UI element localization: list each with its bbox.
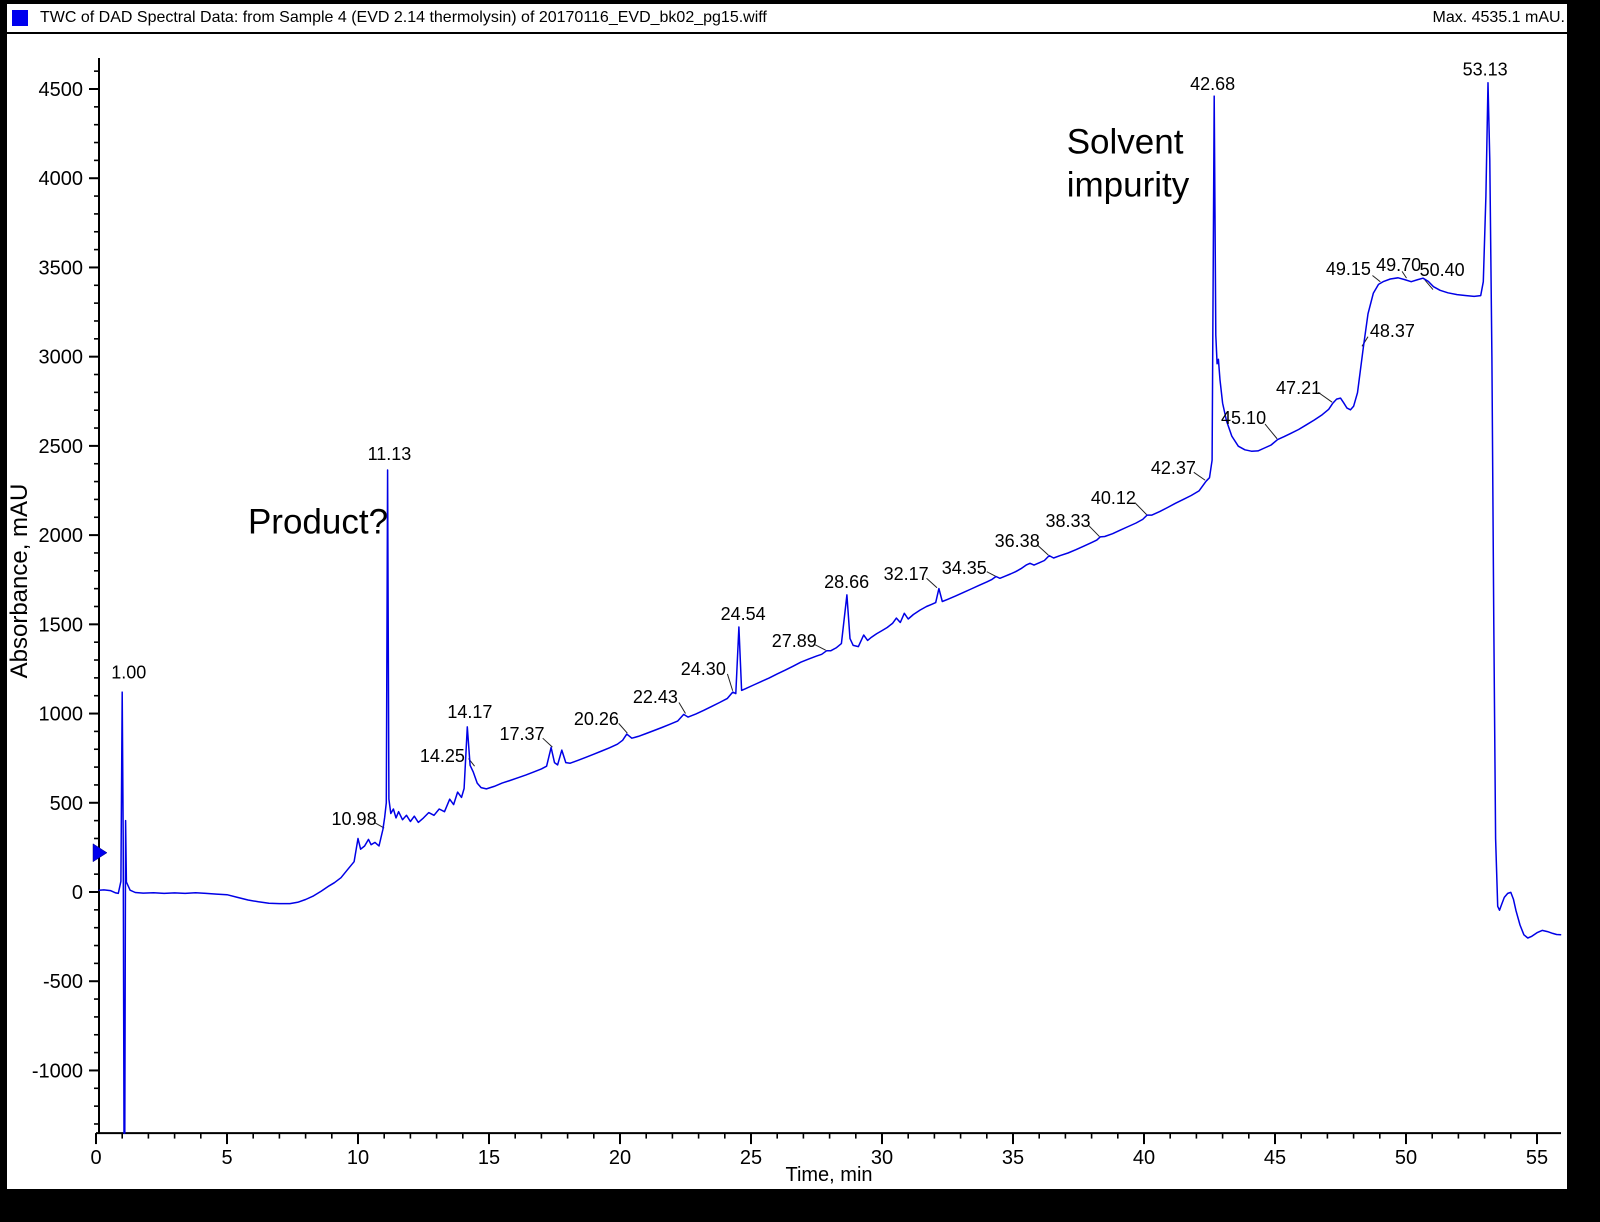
peak-label-45.10: 45.10 bbox=[1221, 408, 1266, 428]
leader-line-36.38 bbox=[1037, 545, 1049, 556]
peak-label-47.21: 47.21 bbox=[1276, 378, 1321, 398]
x-axis-title: Time, min bbox=[785, 1164, 872, 1186]
peak-label-42.68: 42.68 bbox=[1190, 74, 1235, 94]
peak-label-49.15: 49.15 bbox=[1326, 259, 1371, 279]
leader-line-27.89 bbox=[814, 644, 826, 651]
peak-label-32.17: 32.17 bbox=[884, 564, 929, 584]
leader-line-24.30 bbox=[726, 673, 734, 691]
peak-label-11.13: 11.13 bbox=[368, 444, 412, 464]
chromatogram-plot[interactable]: 0 5 10 15 20 25 30 35 40 45 50 55 4500 4000 3500 3000 25… bbox=[7, 35, 1567, 1189]
leader-line-47.21 bbox=[1317, 391, 1333, 403]
leader-line-42.37 bbox=[1193, 471, 1206, 481]
y-axis-title: Absorbance, mAU bbox=[7, 484, 33, 679]
x-tick-label-55: 55 bbox=[1526, 1147, 1548, 1169]
peak-label-42.37: 42.37 bbox=[1151, 458, 1196, 478]
annotation-solvent-impurity: Solvent impurity bbox=[1067, 123, 1190, 205]
peak-label-36.38: 36.38 bbox=[995, 531, 1040, 551]
peak-label-10.98: 10.98 bbox=[332, 809, 377, 829]
peak-label-48.37: 48.37 bbox=[1370, 321, 1415, 341]
max-value-label: Max. 4535.1 mAU. bbox=[1432, 9, 1566, 26]
annotation-solvent-impurity-line-1: Solvent bbox=[1067, 123, 1184, 162]
peak-label-24.30: 24.30 bbox=[681, 659, 726, 679]
pane-title-bar: TWC of DAD Spectral Data: from Sample 4 … bbox=[7, 4, 1567, 34]
leader-line-50.40 bbox=[1424, 279, 1434, 290]
y-tick-label-0: 0 bbox=[72, 882, 83, 904]
peak-label-24.54: 24.54 bbox=[721, 604, 766, 624]
x-tick-label-0: 0 bbox=[90, 1147, 101, 1169]
leader-line-20.26 bbox=[618, 723, 628, 734]
peak-label-49.70: 49.70 bbox=[1376, 255, 1421, 275]
y-tick-label-3500: 3500 bbox=[39, 257, 84, 279]
peak-label-22.43: 22.43 bbox=[633, 687, 678, 707]
peak-label-17.37: 17.37 bbox=[499, 724, 544, 744]
leader-line-38.33 bbox=[1088, 525, 1100, 537]
peak-label-14.25: 14.25 bbox=[420, 746, 465, 766]
window-content: TWC of DAD Spectral Data: from Sample 4 … bbox=[7, 4, 1567, 1189]
x-tick-label-40: 40 bbox=[1133, 1147, 1155, 1169]
peak-label-14.17: 14.17 bbox=[447, 702, 492, 722]
pane-title: TWC of DAD Spectral Data: from Sample 4 … bbox=[40, 9, 767, 26]
annotation-solvent-impurity-line-2: impurity bbox=[1067, 166, 1190, 205]
x-tick-label-20: 20 bbox=[609, 1147, 631, 1169]
x-tick-label-30: 30 bbox=[871, 1147, 893, 1169]
trace-path bbox=[98, 82, 1562, 1134]
y-tick-label-500: 500 bbox=[50, 793, 83, 815]
leader-line-32.17 bbox=[926, 577, 938, 589]
y-tick-label-2000: 2000 bbox=[39, 525, 84, 547]
x-tick-label-5: 5 bbox=[221, 1147, 232, 1169]
peak-label-38.33: 38.33 bbox=[1045, 511, 1090, 531]
y-tick-label-1500: 1500 bbox=[39, 614, 84, 636]
peak-label-1.00: 1.00 bbox=[111, 663, 146, 683]
x-tick-label-45: 45 bbox=[1264, 1147, 1286, 1169]
y-tick-label-4500: 4500 bbox=[39, 79, 84, 101]
x-tick-label-25: 25 bbox=[740, 1147, 762, 1169]
annotation-product: Product? bbox=[248, 503, 388, 542]
peak-label-20.26: 20.26 bbox=[574, 709, 619, 729]
x-tick-label-10: 10 bbox=[347, 1147, 369, 1169]
peak-label-27.89: 27.89 bbox=[772, 631, 817, 651]
leader-line-49.70 bbox=[1401, 271, 1407, 279]
trace-color-icon bbox=[12, 10, 28, 26]
peak-label-50.40: 50.40 bbox=[1420, 260, 1465, 280]
x-tick-label-35: 35 bbox=[1002, 1147, 1024, 1169]
y-tick-label--500: -500 bbox=[43, 971, 83, 993]
y-tick-label-2500: 2500 bbox=[39, 436, 84, 458]
leader-line-49.15 bbox=[1372, 275, 1381, 283]
x-tick-label-50: 50 bbox=[1395, 1147, 1417, 1169]
y-tick-label-1000: 1000 bbox=[39, 704, 84, 726]
peak-label-40.12: 40.12 bbox=[1091, 488, 1136, 508]
annotation-product-line-1: Product? bbox=[248, 503, 388, 542]
leader-line-22.43 bbox=[678, 702, 686, 714]
leader-line-40.12 bbox=[1134, 502, 1147, 515]
peak-label-28.66: 28.66 bbox=[824, 572, 869, 592]
peak-label-53.13: 53.13 bbox=[1463, 60, 1508, 80]
position-marker-icon[interactable] bbox=[92, 843, 108, 863]
leader-line-17.37 bbox=[542, 737, 553, 748]
y-tick-label-4000: 4000 bbox=[39, 168, 84, 190]
peak-label-34.35: 34.35 bbox=[942, 558, 987, 578]
x-tick-label-15: 15 bbox=[478, 1147, 500, 1169]
leader-line-34.35 bbox=[986, 571, 996, 577]
leader-line-45.10 bbox=[1264, 423, 1278, 440]
y-tick-label--1000: -1000 bbox=[32, 1060, 83, 1082]
y-tick-label-3000: 3000 bbox=[39, 347, 84, 369]
